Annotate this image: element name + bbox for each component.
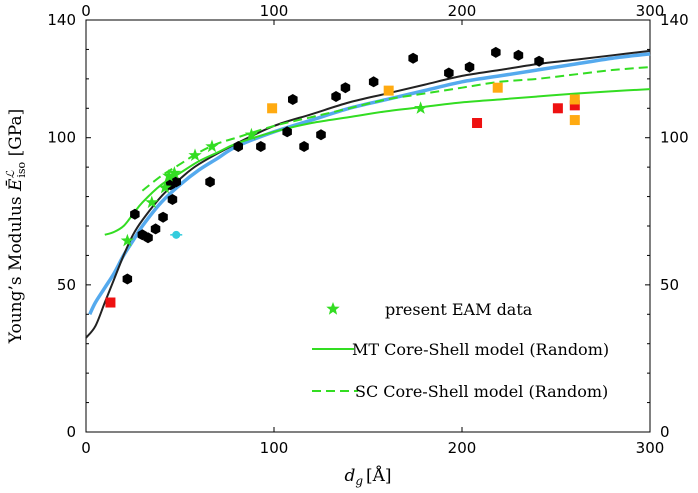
- legend-label-mt: MT Core-Shell model (Random): [352, 340, 609, 359]
- data-point-black: [299, 141, 309, 152]
- data-point-orange: [492, 82, 503, 93]
- data-point-black: [122, 273, 133, 285]
- data-point-black: [282, 126, 292, 138]
- x-tick-label-bottom: 0: [81, 439, 91, 457]
- data-point-black: [340, 82, 351, 94]
- data-point-black: [143, 232, 153, 244]
- y-tick-label-right: 100: [660, 129, 689, 147]
- legend-label-eam: present EAM data: [385, 300, 533, 319]
- data-points: [105, 46, 580, 308]
- x-tick-label-top: 100: [260, 2, 289, 20]
- data-point-black: [150, 223, 161, 235]
- data-point-black: [256, 141, 266, 152]
- legend-star-marker: [326, 302, 340, 315]
- x-tick-label-bottom: 200: [448, 439, 477, 457]
- y-tick-label-left: 50: [57, 276, 76, 294]
- y-tick-label-right: 0: [660, 423, 670, 441]
- model-lines: [85, 49, 651, 339]
- data-point-black: [316, 129, 326, 141]
- data-point-black: [233, 141, 243, 152]
- y-tick-label-left: 140: [47, 11, 76, 29]
- y-tick-label-right: 140: [660, 11, 689, 29]
- plot-frame: [85, 19, 651, 433]
- data-point-black: [158, 211, 168, 223]
- data-point-eam-star: [244, 127, 259, 141]
- data-point-black: [444, 67, 454, 79]
- data-point-black: [205, 176, 215, 188]
- data-point-eam-star: [158, 180, 172, 194]
- series-line-mt-core-shell-model-random: [104, 88, 651, 236]
- data-point-eam-star: [162, 169, 176, 182]
- data-point-black: [491, 46, 501, 58]
- data-point-red: [552, 103, 563, 114]
- data-point-black: [171, 176, 181, 188]
- data-point-black: [130, 208, 140, 220]
- x-tick-label-top: 200: [448, 2, 477, 20]
- x-tick-label-top: 0: [81, 2, 91, 20]
- data-point-orange: [267, 103, 278, 114]
- data-point-black: [513, 49, 524, 61]
- y-tick-label-left: 100: [47, 129, 76, 147]
- data-point-black: [534, 55, 544, 67]
- x-tick-label-bottom: 300: [636, 439, 665, 457]
- legend-label-sc: SC Core-Shell model (Random): [355, 382, 608, 401]
- x-tick-label-bottom: 100: [260, 439, 289, 457]
- data-point-black: [167, 194, 178, 205]
- data-point-orange: [569, 115, 580, 126]
- data-point-eam-star: [188, 148, 202, 161]
- data-point-eam-star: [167, 166, 181, 179]
- data-point-orange: [383, 85, 394, 96]
- data-point-black: [331, 91, 341, 102]
- data-point-cyan: [172, 230, 181, 239]
- data-point-black: [368, 76, 379, 88]
- data-point-eam-star: [145, 195, 159, 209]
- data-point-red: [569, 100, 580, 111]
- series-line-sc-core-shell-model-random: [141, 66, 651, 192]
- data-point-red: [105, 297, 116, 308]
- data-point-eam-star: [414, 101, 428, 114]
- data-point-eam-star: [205, 139, 219, 153]
- y-tick-label-right: 50: [660, 276, 679, 294]
- legend: present EAM data MT Core-Shell model (Ra…: [312, 300, 609, 401]
- data-point-eam-star: [120, 233, 134, 247]
- y-axis-title: Young’s Modulus Ēℒiso [GPa]: [4, 109, 28, 345]
- data-point-black: [288, 94, 298, 105]
- data-point-orange: [569, 94, 580, 105]
- data-point-black: [408, 52, 418, 64]
- data-point-red: [472, 118, 483, 128]
- x-axis-title: dg [Å]: [344, 465, 391, 488]
- y-tick-label-left: 0: [66, 423, 76, 441]
- data-point-black: [464, 61, 475, 73]
- x-tick-label-top: 300: [636, 2, 665, 20]
